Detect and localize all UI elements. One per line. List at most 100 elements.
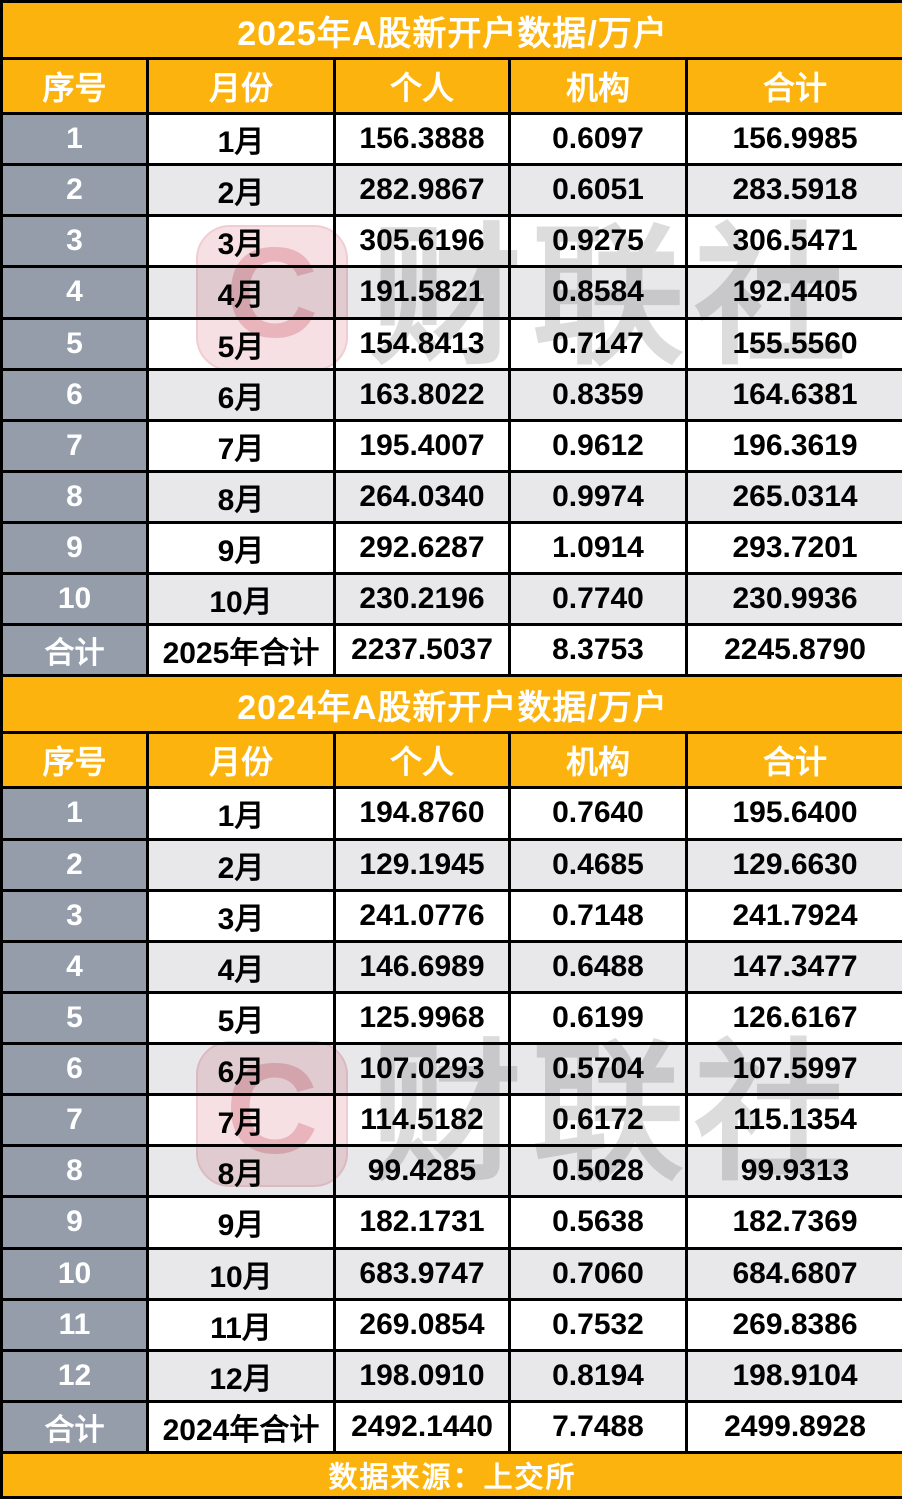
data-cell: 10月 <box>146 1246 336 1301</box>
data-cell: 7.7488 <box>508 1399 688 1455</box>
data-cell: 6月 <box>146 367 336 422</box>
row-index-cell: 9 <box>0 1195 149 1250</box>
data-cell: 3月 <box>146 214 336 269</box>
row-index-cell: 5 <box>0 990 149 1046</box>
footer-row: 数据来源：上交所 <box>0 1451 902 1499</box>
row-index-cell: 4 <box>0 265 149 320</box>
data-cell: 3月 <box>146 888 336 943</box>
column-header: 月份 <box>146 57 336 115</box>
section-title-row: 2024年A股新开户数据/万户 <box>0 674 902 735</box>
section-title-row: 2025年A股新开户数据/万户 <box>0 0 902 60</box>
row-index-cell: 8 <box>0 1144 149 1199</box>
data-cell: 156.9985 <box>684 111 902 167</box>
table-row: 2 2月 282.9867 0.6051 283.5918 <box>0 163 902 218</box>
footer-source: 数据来源：上交所 <box>0 1451 902 1499</box>
data-cell: 230.9936 <box>684 572 902 627</box>
row-index-cell: 2 <box>0 837 149 892</box>
data-cell: 0.8359 <box>508 367 688 422</box>
data-cell: 283.5918 <box>684 163 902 218</box>
row-index-cell: 1 <box>0 786 149 841</box>
data-cell: 0.8194 <box>508 1348 688 1403</box>
data-cell: 195.6400 <box>684 786 902 841</box>
table-row: 5 5月 154.8413 0.7147 155.5560 <box>0 316 902 371</box>
data-cell: 2492.1440 <box>333 1399 511 1455</box>
data-cell: 2月 <box>146 163 336 218</box>
row-index-cell: 3 <box>0 888 149 943</box>
table-row: 4 4月 146.6989 0.6488 147.3477 <box>0 939 902 994</box>
data-cell: 0.9275 <box>508 214 688 269</box>
table-row: 2 2月 129.1945 0.4685 129.6630 <box>0 837 902 892</box>
row-index-cell: 合计 <box>0 623 149 678</box>
data-cell: 182.1731 <box>333 1195 511 1250</box>
data-cell: 163.8022 <box>333 367 511 422</box>
data-cell: 146.6989 <box>333 939 511 994</box>
data-cell: 0.7148 <box>508 888 688 943</box>
table-row: 7 7月 114.5182 0.6172 115.1354 <box>0 1093 902 1148</box>
data-cell: 5月 <box>146 316 336 371</box>
data-cell: 10月 <box>146 572 336 627</box>
column-header: 合计 <box>684 731 902 790</box>
row-index-cell: 5 <box>0 316 149 371</box>
data-cell: 11月 <box>146 1297 336 1352</box>
row-index-cell: 10 <box>0 572 149 627</box>
data-cell: 192.4405 <box>684 265 902 320</box>
data-cell: 292.6287 <box>333 520 511 576</box>
table-row: 8 8月 264.0340 0.9974 265.0314 <box>0 469 902 525</box>
table-row: 6 6月 163.8022 0.8359 164.6381 <box>0 367 902 422</box>
table-row: 1 1月 156.3888 0.6097 156.9985 <box>0 111 902 167</box>
column-header-row: 序号 月份 个人 机构 合计 <box>0 731 902 790</box>
data-cell: 4月 <box>146 939 336 994</box>
data-cell: 1月 <box>146 786 336 841</box>
data-cell: 9月 <box>146 520 336 576</box>
data-cell: 195.4007 <box>333 418 511 473</box>
data-cell: 125.9968 <box>333 990 511 1046</box>
data-cell: 0.4685 <box>508 837 688 892</box>
data-cell: 129.1945 <box>333 837 511 892</box>
data-cell: 129.6630 <box>684 837 902 892</box>
data-cell: 0.5704 <box>508 1041 688 1097</box>
column-header: 月份 <box>146 731 336 790</box>
data-cell: 0.6097 <box>508 111 688 167</box>
data-cell: 6月 <box>146 1041 336 1097</box>
table-row: 1 1月 194.8760 0.7640 195.6400 <box>0 786 902 841</box>
data-cell: 0.9974 <box>508 469 688 525</box>
row-index-cell: 12 <box>0 1348 149 1403</box>
data-cell: 684.6807 <box>684 1246 902 1301</box>
row-index-cell: 2 <box>0 163 149 218</box>
table-row: 合计 2025年合计 2237.5037 8.3753 2245.8790 <box>0 623 902 678</box>
row-index-cell: 9 <box>0 520 149 576</box>
data-cell: 8月 <box>146 1144 336 1199</box>
column-header: 序号 <box>0 57 149 115</box>
table-row: 11 11月 269.0854 0.7532 269.8386 <box>0 1297 902 1352</box>
data-cell: 0.7147 <box>508 316 688 371</box>
data-cell: 0.5028 <box>508 1144 688 1199</box>
data-cell: 293.7201 <box>684 520 902 576</box>
data-cell: 114.5182 <box>333 1093 511 1148</box>
data-cell: 0.9612 <box>508 418 688 473</box>
data-cell: 2237.5037 <box>333 623 511 678</box>
data-cell: 1.0914 <box>508 520 688 576</box>
data-cell: 282.9867 <box>333 163 511 218</box>
data-cell: 683.9747 <box>333 1246 511 1301</box>
data-cell: 147.3477 <box>684 939 902 994</box>
data-cell: 107.0293 <box>333 1041 511 1097</box>
data-cell: 194.8760 <box>333 786 511 841</box>
column-header: 序号 <box>0 731 149 790</box>
data-cell: 182.7369 <box>684 1195 902 1250</box>
section-title: 2024年A股新开户数据/万户 <box>0 674 902 735</box>
data-cell: 126.6167 <box>684 990 902 1046</box>
row-index-cell: 8 <box>0 469 149 525</box>
data-cell: 2245.8790 <box>684 623 902 678</box>
data-cell: 241.7924 <box>684 888 902 943</box>
column-header-row: 序号 月份 个人 机构 合计 <box>0 57 902 115</box>
row-index-cell: 7 <box>0 1093 149 1148</box>
data-cell: 99.4285 <box>333 1144 511 1199</box>
table-row: 3 3月 241.0776 0.7148 241.7924 <box>0 888 902 943</box>
data-cell: 1月 <box>146 111 336 167</box>
column-header: 个人 <box>333 731 511 790</box>
column-header: 机构 <box>508 731 688 790</box>
section-title: 2025年A股新开户数据/万户 <box>0 0 902 60</box>
data-cell: 12月 <box>146 1348 336 1403</box>
table-row: 4 4月 191.5821 0.8584 192.4405 <box>0 265 902 320</box>
